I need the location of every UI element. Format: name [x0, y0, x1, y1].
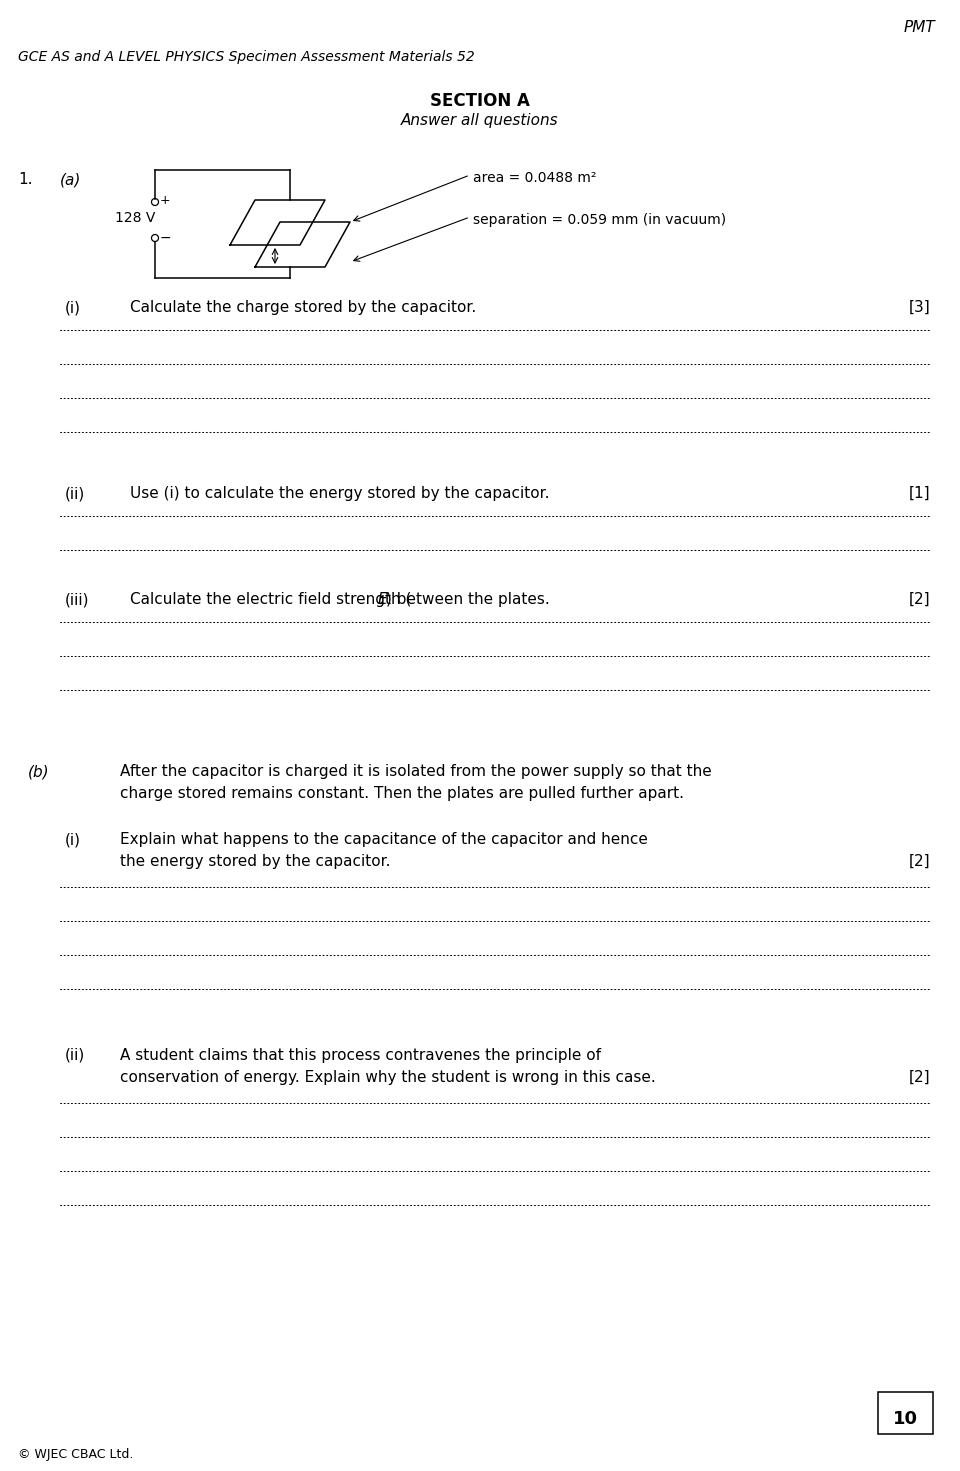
- Text: © WJEC CBAC Ltd.: © WJEC CBAC Ltd.: [18, 1447, 133, 1461]
- Text: 1.: 1.: [18, 172, 33, 187]
- Text: (i): (i): [65, 300, 81, 315]
- Bar: [878, 1392, 933, 1434]
- Text: −: −: [160, 231, 172, 246]
- Text: [2]: [2]: [908, 591, 930, 608]
- Text: (a): (a): [60, 172, 82, 187]
- Text: [2]: [2]: [908, 855, 930, 869]
- Text: (ii): (ii): [65, 1047, 85, 1064]
- Text: [2]: [2]: [908, 1069, 930, 1086]
- Text: area = 0.0488 m²: area = 0.0488 m²: [473, 171, 596, 185]
- Text: the energy stored by the capacitor.: the energy stored by the capacitor.: [120, 855, 391, 869]
- Text: GCE AS and A LEVEL PHYSICS Specimen Assessment Materials 52: GCE AS and A LEVEL PHYSICS Specimen Asse…: [18, 50, 475, 65]
- Text: SECTION A: SECTION A: [430, 93, 530, 110]
- Text: Explain what happens to the capacitance of the capacitor and hence: Explain what happens to the capacitance …: [120, 833, 648, 847]
- Text: Calculate the charge stored by the capacitor.: Calculate the charge stored by the capac…: [130, 300, 476, 315]
- Text: +: +: [160, 194, 171, 207]
- Text: conservation of energy. Explain why the student is wrong in this case.: conservation of energy. Explain why the …: [120, 1069, 656, 1086]
- Text: E: E: [377, 591, 387, 608]
- Text: After the capacitor is charged it is isolated from the power supply so that the: After the capacitor is charged it is iso…: [120, 763, 711, 780]
- Text: 10: 10: [893, 1411, 918, 1428]
- Text: ) between the plates.: ) between the plates.: [386, 591, 549, 608]
- Text: [1]: [1]: [908, 485, 930, 502]
- Text: separation = 0.059 mm (in vacuum): separation = 0.059 mm (in vacuum): [473, 213, 726, 227]
- Text: Use (i) to calculate the energy stored by the capacitor.: Use (i) to calculate the energy stored b…: [130, 485, 549, 502]
- Text: (b): (b): [28, 763, 50, 780]
- Text: (ii): (ii): [65, 485, 85, 502]
- Text: 128 V: 128 V: [115, 210, 156, 225]
- Text: (i): (i): [65, 833, 81, 847]
- Text: charge stored remains constant. Then the plates are pulled further apart.: charge stored remains constant. Then the…: [120, 786, 684, 802]
- Text: PMT: PMT: [903, 21, 935, 35]
- Text: Calculate the electric field strength (: Calculate the electric field strength (: [130, 591, 412, 608]
- Text: (iii): (iii): [65, 591, 89, 608]
- Text: [3]: [3]: [908, 300, 930, 315]
- Text: A student claims that this process contravenes the principle of: A student claims that this process contr…: [120, 1047, 601, 1064]
- Text: Answer all questions: Answer all questions: [401, 113, 559, 128]
